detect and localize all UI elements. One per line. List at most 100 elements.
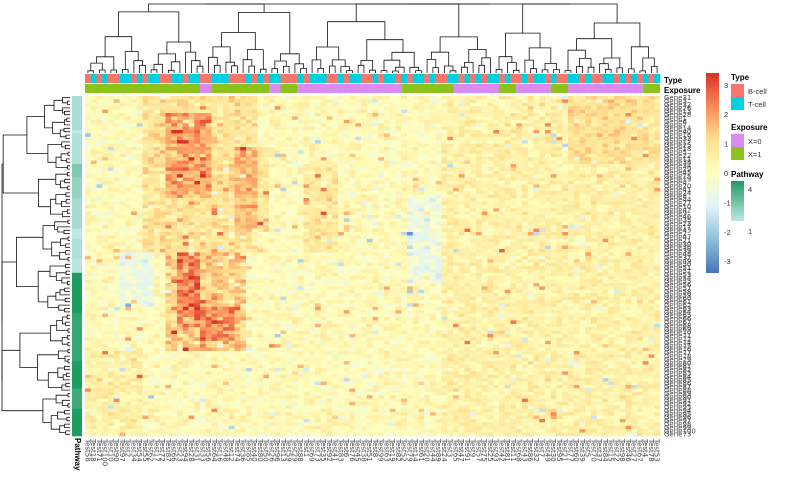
heatmap-cell <box>171 150 178 155</box>
heatmap-cell <box>154 235 161 240</box>
heatmap-cell <box>418 109 425 114</box>
heatmap-cell <box>504 133 511 138</box>
heatmap-cell <box>637 232 644 236</box>
heatmap-cell <box>384 211 391 216</box>
heatmap-cell <box>614 218 621 223</box>
heatmap-cell <box>493 242 500 246</box>
heatmap-cell <box>361 211 368 216</box>
heatmap-cell <box>159 102 166 107</box>
heatmap-cell <box>234 252 241 257</box>
heatmap-cell <box>372 99 379 104</box>
heatmap-cell <box>384 174 391 178</box>
heatmap-cell <box>527 150 534 155</box>
heatmap-cell <box>487 218 494 223</box>
heatmap-cell <box>516 160 523 165</box>
heatmap-cell <box>412 252 419 257</box>
heatmap-cell <box>234 130 241 134</box>
pathway-annotation-segment <box>72 130 82 134</box>
heatmap-cell <box>332 187 339 192</box>
heatmap-cell <box>355 170 362 175</box>
heatmap-cell <box>188 232 195 236</box>
heatmap-cell <box>246 126 253 131</box>
heatmap-cell <box>343 211 350 216</box>
heatmap-cell <box>315 228 322 233</box>
heatmap-cell <box>476 136 483 141</box>
type-annotation-cell <box>395 74 402 83</box>
heatmap-cell <box>418 130 425 134</box>
heatmap-cell <box>125 184 132 189</box>
heatmap-cell <box>602 184 609 189</box>
heatmap-cell <box>338 177 345 182</box>
heatmap-cell <box>286 191 293 195</box>
heatmap-cell <box>533 136 540 141</box>
heatmap-cell <box>441 249 448 253</box>
heatmap-cell <box>430 106 437 110</box>
heatmap-cell <box>148 153 155 158</box>
heatmap-cell <box>384 198 391 202</box>
heatmap-cell <box>487 208 494 212</box>
heatmap-cell <box>550 170 557 175</box>
heatmap-cell <box>596 140 603 144</box>
heatmap-cell <box>504 232 511 236</box>
heatmap-cell <box>418 147 425 151</box>
heatmap-cell <box>384 150 391 155</box>
heatmap-cell <box>637 242 644 246</box>
heatmap-cell <box>568 184 575 189</box>
heatmap-cell <box>568 157 575 161</box>
dendrogram-branch <box>61 277 70 284</box>
heatmap-cell <box>240 109 247 114</box>
dendrogram-branch <box>383 59 401 71</box>
heatmap-cell <box>332 232 339 236</box>
heatmap-cell <box>614 211 621 216</box>
heatmap-cell <box>102 238 109 243</box>
heatmap-cell <box>142 191 149 195</box>
heatmap-cell <box>343 181 350 185</box>
heatmap-cell <box>366 133 373 138</box>
heatmap-cell <box>533 198 540 202</box>
heatmap-cell <box>320 245 327 250</box>
heatmap-cell <box>228 96 235 100</box>
heatmap-cell <box>315 140 322 144</box>
heatmap-cell <box>274 157 281 161</box>
heatmap-cell <box>476 102 483 107</box>
heatmap-cell <box>384 221 391 226</box>
heatmap-cell <box>596 96 603 100</box>
heatmap-cell <box>608 140 615 144</box>
heatmap-cell <box>504 99 511 104</box>
heatmap-cell <box>631 116 638 121</box>
heatmap-cell <box>343 119 350 124</box>
heatmap-cell <box>562 140 569 144</box>
heatmap-cell <box>596 184 603 189</box>
heatmap-cell <box>338 252 345 257</box>
heatmap-cell <box>476 119 483 124</box>
heatmap-cell <box>90 242 97 246</box>
heatmap-cell <box>246 160 253 165</box>
heatmap-cell <box>309 170 316 175</box>
heatmap-cell <box>568 187 575 192</box>
heatmap-cell <box>562 187 569 192</box>
heatmap-cell <box>297 204 304 209</box>
heatmap-cell <box>579 113 586 117</box>
heatmap-cell <box>550 228 557 233</box>
heatmap-cell <box>297 174 304 178</box>
heatmap-cell <box>441 106 448 110</box>
heatmap-cell <box>608 143 615 148</box>
heatmap-cell <box>246 215 253 219</box>
heatmap-cell <box>401 174 408 178</box>
heatmap-cell <box>573 133 580 138</box>
heatmap-cell <box>464 218 471 223</box>
heatmap-cell <box>338 123 345 127</box>
heatmap-cell <box>223 215 230 219</box>
heatmap-cell <box>476 225 483 229</box>
heatmap-cell <box>614 143 621 148</box>
heatmap-cell <box>625 126 632 131</box>
heatmap-cell <box>441 140 448 144</box>
heatmap-cell <box>257 211 264 216</box>
heatmap-cell <box>435 133 442 138</box>
heatmap-cell <box>159 123 166 127</box>
heatmap-cell <box>510 167 517 172</box>
heatmap-cell <box>315 133 322 138</box>
heatmap-cell <box>447 232 454 236</box>
heatmap-cell <box>148 238 155 243</box>
heatmap-cell <box>211 147 218 151</box>
